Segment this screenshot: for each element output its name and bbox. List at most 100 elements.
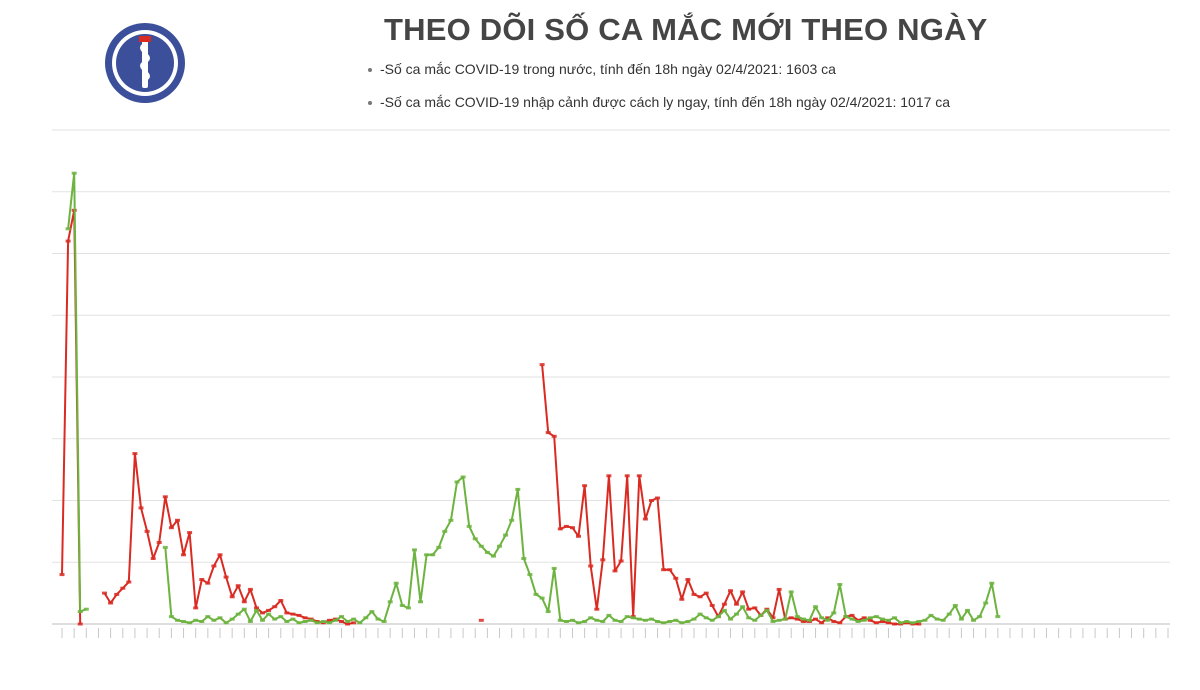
imported-data-point [600, 620, 606, 623]
imported-data-point [551, 566, 557, 570]
daily-cases-line-chart [52, 129, 1170, 638]
imported-data-point [181, 620, 186, 623]
imported-data-point [837, 583, 843, 586]
imported-data-point [940, 618, 946, 622]
domestic-data-point [126, 580, 132, 584]
imported-data-point [952, 604, 958, 607]
imported-data-point [199, 620, 205, 623]
imported-data-point [290, 617, 296, 621]
imported-data-point [418, 600, 423, 604]
imported-data-point [217, 616, 223, 620]
imported-data-point [770, 620, 776, 623]
imported-data-point [399, 604, 405, 607]
domestic-data-point [102, 591, 107, 595]
imported-data-point [357, 621, 363, 625]
imported-data-point [624, 615, 630, 619]
imported-data-point [642, 618, 648, 622]
imported-data-point [363, 616, 369, 620]
imported-series-line [164, 476, 999, 624]
domestic-data-point [636, 474, 642, 478]
domestic-data-point [624, 474, 630, 478]
imported-data-point [983, 601, 989, 605]
imported-data-point [849, 617, 855, 621]
imported-data-point [162, 545, 168, 549]
domestic-data-point [296, 613, 302, 617]
imported-cases-note: -Số ca mắc COVID-19 nhập cảnh được cách … [368, 94, 950, 110]
domestic-data-point [879, 620, 885, 623]
imported-data-point [326, 621, 332, 625]
imported-data-point [460, 475, 466, 479]
imported-data-point [503, 533, 509, 537]
imported-data-point [393, 581, 399, 585]
domestic-data-point [576, 534, 581, 538]
domestic-data-point [557, 527, 563, 531]
domestic-cases-note: -Số ca mắc COVID-19 trong nước, tính đến… [368, 61, 836, 77]
imported-data-point [673, 618, 679, 622]
imported-data-point [314, 621, 320, 625]
imported-data-point [661, 621, 667, 625]
imported-data-point [521, 557, 527, 560]
imported-data-point [381, 620, 387, 623]
domestic-data-point [831, 620, 837, 623]
imported-cases-text: -Số ca mắc COVID-19 nhập cảnh được cách … [380, 94, 951, 110]
domestic-data-point [77, 622, 83, 626]
domestic-data-point [570, 526, 575, 530]
imported-data-point [77, 610, 83, 614]
imported-data-point [655, 620, 660, 623]
imported-data-point [211, 618, 217, 622]
domestic-data-point [229, 595, 235, 599]
domestic-data-point [284, 611, 290, 615]
imported-data-point [679, 621, 685, 625]
domestic-data-point [162, 495, 168, 499]
imported-data-point [223, 621, 229, 625]
domestic-data-point [709, 604, 715, 607]
domestic-data-point [618, 559, 624, 563]
domestic-data-point [800, 620, 806, 623]
domestic-data-point [861, 616, 867, 620]
domestic-data-point [721, 602, 727, 606]
domestic-data-point [776, 587, 782, 591]
imported-data-point [776, 618, 782, 622]
imported-data-point [466, 524, 472, 528]
domestic-data-point [673, 576, 679, 580]
imported-data-point [667, 620, 673, 623]
domestic-data-point [345, 622, 351, 626]
imported-data-point [594, 618, 600, 622]
ministry-of-health-logo [105, 23, 185, 103]
domestic-data-point [746, 607, 752, 611]
imported-data-point [588, 616, 594, 620]
domestic-data-point [606, 474, 612, 478]
imported-data-point [691, 617, 697, 621]
domestic-data-point [260, 611, 265, 615]
domestic-data-point [740, 590, 746, 594]
domestic-data-point [351, 621, 357, 625]
chart-title: THEO DÕI SỐ CA MẮC MỚI THEO NGÀY [384, 12, 988, 47]
domestic-data-point [339, 620, 344, 623]
imported-data-point [685, 620, 691, 623]
domestic-data-point [478, 618, 484, 622]
domestic-data-point [290, 612, 296, 616]
domestic-data-point [156, 541, 162, 544]
imported-data-point [788, 590, 794, 594]
imported-data-point [308, 618, 314, 622]
imported-data-point [697, 612, 703, 616]
imported-data-point [168, 615, 174, 619]
domestic-data-point [59, 573, 65, 577]
imported-data-point [278, 615, 284, 619]
domestic-data-point [916, 622, 922, 626]
domestic-data-point [193, 606, 199, 610]
imported-data-point [241, 607, 247, 611]
imported-data-point [728, 617, 733, 621]
domestic-data-point [703, 591, 709, 595]
imported-data-point [825, 618, 831, 622]
imported-data-point [339, 615, 344, 619]
imported-data-point [965, 608, 970, 612]
imported-data-point [491, 554, 496, 558]
imported-data-point [497, 544, 502, 548]
domestic-data-point [697, 595, 703, 599]
domestic-data-point [770, 616, 776, 620]
domestic-data-point [655, 496, 660, 500]
domestic-data-point [728, 589, 733, 593]
imported-data-point [436, 545, 442, 549]
imported-data-point [345, 620, 351, 623]
